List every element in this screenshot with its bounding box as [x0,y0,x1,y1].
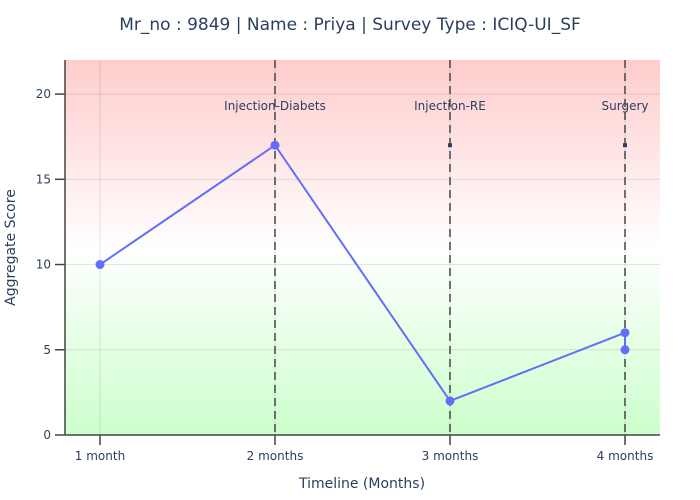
data-point [620,345,630,355]
y-tick-label: 0 [43,428,51,442]
event-label: Surgery [602,99,649,113]
y-tick-label: 5 [43,343,51,357]
x-tick-label: 4 months [597,449,654,463]
x-tick-label: 2 months [247,449,304,463]
x-tick-label: 1 month [75,449,125,463]
x-axis-title: Timeline (Months) [298,476,425,492]
event-label: Injection-Diabets [224,99,326,113]
chart-title: Mr_no : 9849 | Name : Priya | Survey Typ… [119,15,581,35]
data-point [620,328,630,338]
y-axis-title: Aggregate Score [3,189,19,306]
events-layer: Injection-Diabets Injection-RE Surgery [224,60,648,435]
series-layer [95,140,630,406]
event-marker [448,143,452,148]
y-tick-label: 20 [36,87,51,101]
x-tick-label: 3 months [422,449,479,463]
plot-background [65,60,660,435]
data-point [445,396,455,406]
data-point [95,260,105,270]
y-tick-label: 15 [36,172,51,186]
data-point [270,140,280,150]
event-marker [623,143,627,148]
axes-layer: 0 5 10 15 20 1 month 2 months 3 months 4 months [36,60,660,463]
event-label: Injection-RE [414,99,486,113]
y-tick-label: 10 [36,258,51,272]
